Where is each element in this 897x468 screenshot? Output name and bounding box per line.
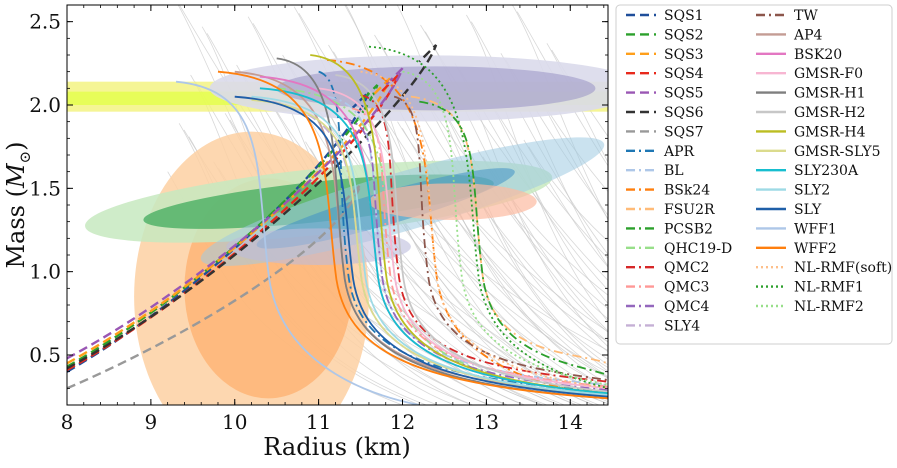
- eos-curve-sqs7: [67, 184, 362, 390]
- y-axis-title-symbol: M: [2, 162, 30, 189]
- y-tick-label: 0.5: [29, 343, 61, 367]
- legend-label: NL-RMF1: [794, 280, 864, 296]
- y-axis-title-close: ): [2, 141, 30, 150]
- legend-label: QHC19-D: [664, 241, 732, 257]
- eos-curve-sqs6: [67, 44, 438, 370]
- x-tick-label: 10: [222, 410, 247, 434]
- y-axis-title: Mass (M⊙): [2, 141, 34, 268]
- legend-label: BSK20: [794, 47, 842, 63]
- legend: SQS1 SQS2 SQS3 SQS4 SQS5 SQS6 SQS7 APR BL BSk24 FS…: [615, 4, 893, 345]
- legend-label: SLY4: [664, 318, 700, 334]
- legend-label: APR: [663, 144, 695, 160]
- legend-label: TW: [794, 8, 818, 24]
- eos-curve-nl-rmf1: [368, 45, 608, 390]
- eos-curve-qmc2: [360, 94, 608, 383]
- eos-curve-nl-rmf2: [402, 70, 608, 386]
- axes-ticks: 8 9 10 11 12 13 14 0.5 1.0 1.5 2.0 2.5: [29, 4, 608, 434]
- background-eos-curve: [528, 146, 608, 242]
- legend-label: GMSR-H1: [794, 86, 866, 102]
- eos-curve-qmc4: [343, 117, 608, 391]
- x-tick-label: 13: [474, 410, 499, 434]
- x-tick-label: 8: [61, 410, 74, 434]
- legend-label: SQS4: [664, 66, 704, 82]
- legend-label: QMC3: [664, 280, 709, 296]
- eos-curve-wff2: [217, 70, 608, 400]
- eos-curve-tw: [393, 95, 608, 381]
- eos-curve-sqs2: [67, 84, 379, 368]
- background-eos-curve: [362, 83, 608, 360]
- eos-curve-sqs5: [67, 67, 404, 360]
- y-tick-label: 1.0: [29, 260, 61, 284]
- y-tick-label: 2.0: [29, 93, 61, 117]
- x-axis-title: Radius (km): [263, 433, 410, 461]
- background-eos-curve: [443, 111, 608, 366]
- legend-label: SQS1: [664, 8, 704, 24]
- eos-curve-sly2: [251, 95, 608, 396]
- eos-curve-wff1: [175, 80, 420, 405]
- legend-label: GMSR-H2: [794, 105, 866, 121]
- legend-label: NL-RMF(soft): [794, 260, 892, 276]
- legend-label: GMSR-SLY5: [794, 144, 881, 160]
- legend-label: GMSR-F0: [794, 66, 863, 82]
- legend-label: BSk24: [664, 183, 710, 199]
- x-tick-label: 11: [306, 410, 331, 434]
- plot-area: [67, 5, 608, 405]
- eos-curve-gmsr-h1: [276, 57, 608, 400]
- legend-label: WFF2: [794, 241, 837, 257]
- legend-label: SLY230A: [794, 163, 859, 179]
- eos-curve-gmsr-h4: [310, 54, 608, 395]
- legend-label: SQS7: [664, 124, 704, 140]
- x-tick-label: 12: [390, 410, 415, 434]
- legend-label: SQS2: [664, 27, 704, 43]
- legend-label: FSU2R: [664, 202, 715, 218]
- legend-label: SLY: [794, 202, 822, 218]
- x-tick-label: 14: [558, 410, 583, 434]
- eos-curve-sly230a: [259, 87, 608, 395]
- legend-label: QMC2: [664, 260, 709, 276]
- background-eos-curve: [535, 91, 608, 220]
- legend-label: SQS5: [664, 86, 704, 102]
- legend-label: PCSB2: [664, 221, 713, 237]
- y-axis-title-subscript: ⊙: [16, 151, 34, 164]
- bayes-red: [368, 183, 537, 221]
- legend-frame: [615, 4, 893, 345]
- legend-label: AP4: [793, 27, 823, 43]
- x-tick-label: 9: [145, 410, 158, 434]
- y-tick-label: 1.5: [29, 176, 61, 200]
- eos-curve-sly: [234, 95, 608, 398]
- background-eos-curve: [516, 11, 608, 167]
- legend-label: GMSR-H4: [794, 124, 866, 140]
- background-eos-curve: [539, 98, 608, 193]
- legend-label: QMC4: [664, 299, 710, 315]
- legend-label: SLY2: [794, 183, 830, 199]
- legend-label: BL: [664, 163, 684, 179]
- y-tick-label: 2.5: [29, 10, 61, 34]
- legend-label: NL-RMF2: [794, 299, 864, 315]
- eos-curve-gmsr-h2: [335, 74, 608, 393]
- eos-curve-sqs3: [67, 77, 392, 365]
- background-eos-curve: [489, 101, 608, 305]
- background-eos-curve: [367, 89, 608, 395]
- legend-label: SQS3: [664, 47, 704, 63]
- legend-label: WFF1: [794, 221, 837, 237]
- nicer-j0740-inner: [276, 66, 596, 111]
- bayes-brown: [226, 228, 411, 265]
- eos-curve-pcsb2: [419, 100, 608, 376]
- legend-label: SQS6: [664, 105, 704, 121]
- y-axis-title-text: Mass (: [2, 188, 30, 269]
